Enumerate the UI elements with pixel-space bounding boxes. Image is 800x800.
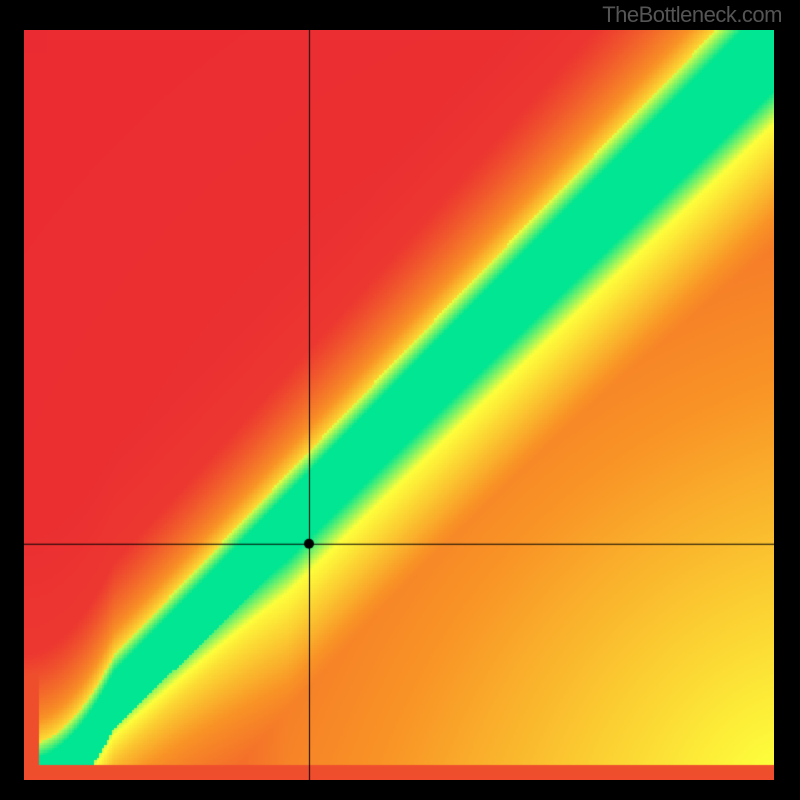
attribution-text: TheBottleneck.com	[602, 2, 782, 28]
bottleneck-heatmap	[24, 30, 774, 780]
heatmap-canvas	[24, 30, 774, 780]
